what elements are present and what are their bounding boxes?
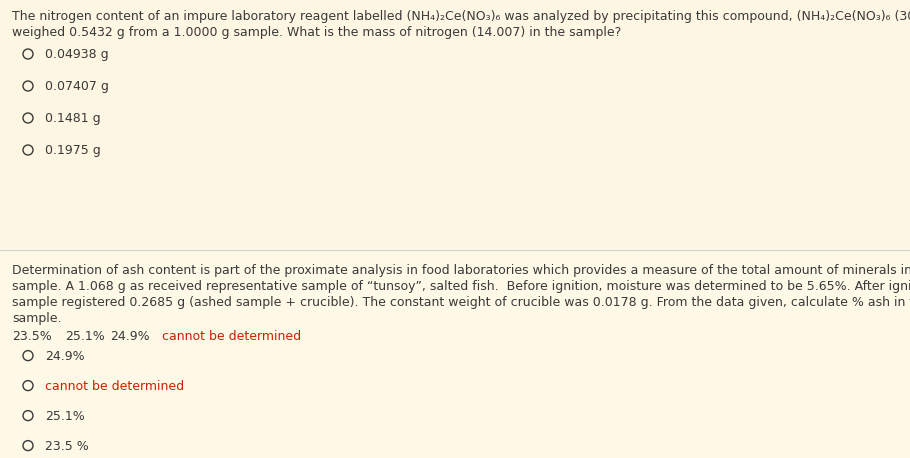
Text: 0.04938 g: 0.04938 g bbox=[45, 48, 108, 61]
Bar bbox=[0, 0, 910, 247]
Bar bbox=[0, 247, 910, 458]
Text: sample.: sample. bbox=[12, 311, 62, 325]
Text: 24.9%: 24.9% bbox=[45, 349, 85, 363]
Text: 23.5 %: 23.5 % bbox=[45, 440, 89, 453]
Text: cannot be determined: cannot be determined bbox=[45, 380, 184, 393]
Text: 25.1%: 25.1% bbox=[45, 409, 85, 423]
Text: sample. A 1.068 g as received representative sample of “tunsoy”, salted fish.  B: sample. A 1.068 g as received representa… bbox=[12, 280, 910, 293]
Text: 23.5%: 23.5% bbox=[12, 330, 52, 343]
Text: weighed 0.5432 g from a 1.0000 g sample. What is the mass of nitrogen (14.007) i: weighed 0.5432 g from a 1.0000 g sample.… bbox=[12, 26, 622, 39]
Text: 0.1975 g: 0.1975 g bbox=[45, 144, 101, 157]
Text: 0.1481 g: 0.1481 g bbox=[45, 112, 101, 125]
Text: Determination of ash content is part of the proximate analysis in food laborator: Determination of ash content is part of … bbox=[12, 264, 910, 277]
Text: 25.1%: 25.1% bbox=[65, 330, 105, 343]
Text: sample registered 0.2685 g (ashed sample + crucible). The constant weight of cru: sample registered 0.2685 g (ashed sample… bbox=[12, 295, 910, 309]
Text: The nitrogen content of an impure laboratory reagent labelled (NH₄)₂Ce(NO₃)₆ was: The nitrogen content of an impure labora… bbox=[12, 10, 910, 23]
Text: 0.07407 g: 0.07407 g bbox=[45, 80, 109, 93]
Text: cannot be determined: cannot be determined bbox=[162, 330, 301, 343]
Text: 24.9%: 24.9% bbox=[110, 330, 149, 343]
